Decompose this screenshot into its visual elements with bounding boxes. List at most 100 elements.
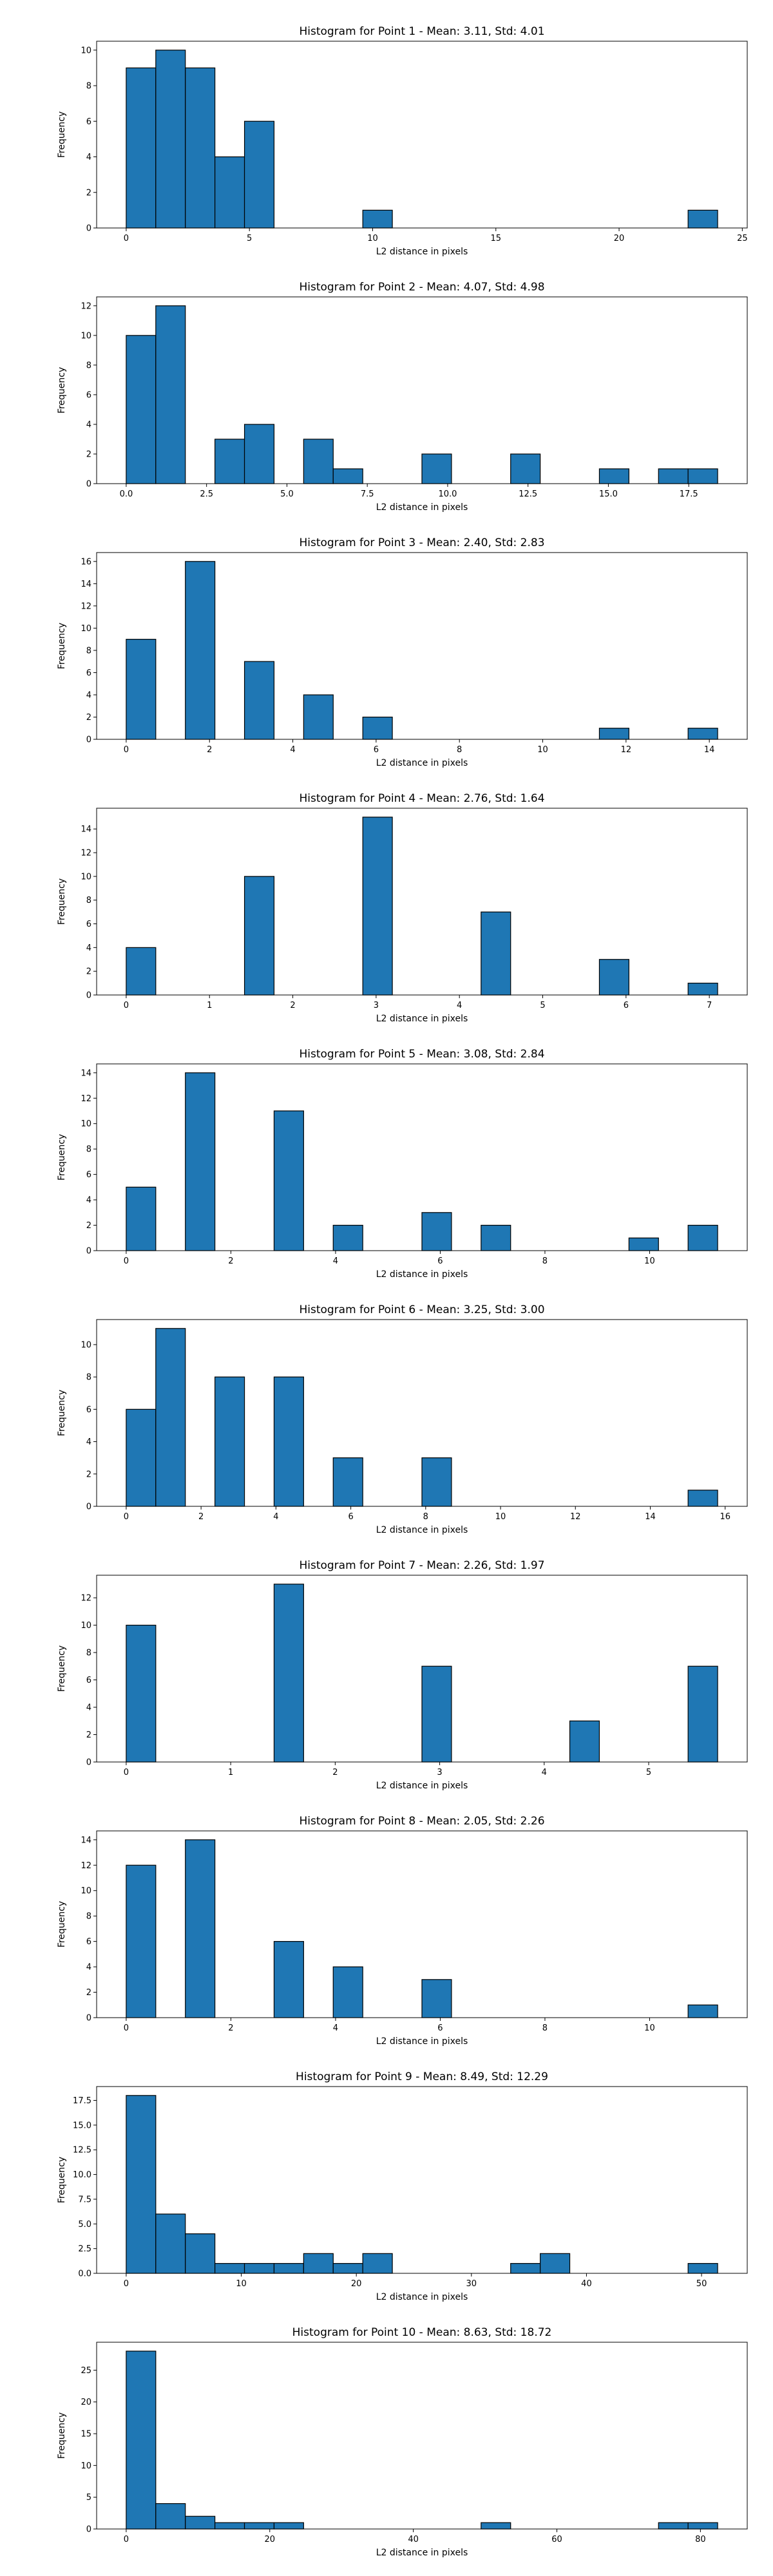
chart-title: Histogram for Point 4 - Mean: 2.76, Std:… — [299, 792, 544, 805]
x-tick-label: 20 — [614, 234, 625, 243]
x-tick-label: 30 — [466, 2279, 477, 2289]
x-tick-label: 0 — [124, 1512, 129, 1522]
histogram-panel-9: Histogram for Point 9 - Mean: 8.49, Std:… — [57, 2070, 748, 2302]
chart-title: Histogram for Point 9 - Mean: 8.49, Std:… — [296, 2070, 548, 2083]
histogram-bar — [421, 1979, 452, 2018]
x-tick-label: 0 — [124, 745, 129, 755]
histogram-bar — [126, 67, 157, 229]
histogram-bar — [303, 439, 334, 484]
x-tick-label: 16 — [720, 1512, 730, 1522]
axes-frame — [96, 552, 748, 740]
histogram-bar — [303, 694, 334, 740]
axes-frame — [96, 1575, 748, 1763]
axes-frame — [96, 296, 748, 484]
histogram-bar — [687, 982, 718, 996]
histogram-bar — [185, 2233, 216, 2274]
y-tick-label: 10 — [81, 331, 91, 341]
x-tick-label: 10 — [367, 234, 378, 243]
axes-frame — [96, 2086, 748, 2274]
y-tick-label: 12 — [81, 849, 91, 858]
y-tick-label: 4 — [86, 1963, 91, 1973]
histogram-bar — [185, 1839, 216, 2018]
chart-title: Histogram for Point 10 - Mean: 8.63, Std… — [292, 2326, 552, 2339]
histogram-bar — [155, 1328, 186, 1507]
histogram-panel-5: Histogram for Point 5 - Mean: 3.08, Std:… — [57, 1048, 748, 1280]
x-axis-label: L2 distance in pixels — [376, 247, 468, 257]
x-tick-label: 4 — [542, 1768, 547, 1777]
x-tick-label: 2 — [207, 745, 212, 755]
y-tick-label: 2 — [86, 1470, 91, 1479]
x-tick-label: 40 — [581, 2279, 592, 2289]
histogram-bar — [155, 50, 186, 229]
x-tick-label: 6 — [624, 1001, 629, 1010]
x-axis-label: L2 distance in pixels — [376, 1014, 468, 1024]
histogram-bar — [243, 424, 275, 484]
histogram-bar — [273, 2263, 304, 2274]
histogram-bar — [421, 1457, 452, 1507]
x-tick-label: 8 — [423, 1512, 428, 1522]
x-tick-label: 2 — [198, 1512, 204, 1522]
y-tick-label: 6 — [86, 668, 91, 678]
histogram-bar — [215, 439, 245, 484]
x-tick-label: 20 — [264, 2535, 275, 2544]
y-axis-label: Frequency — [57, 1901, 67, 1947]
x-tick-label: 7 — [707, 1001, 712, 1010]
histogram-bar — [362, 2253, 393, 2274]
histogram-bar — [598, 468, 629, 484]
histogram-bar — [243, 876, 275, 996]
y-tick-label: 0 — [86, 1758, 91, 1768]
x-tick-label: 4 — [333, 2023, 338, 2033]
axes-frame — [96, 808, 748, 996]
y-tick-label: 10 — [81, 2461, 91, 2471]
y-axis-label: Frequency — [57, 367, 67, 413]
x-tick-label: 4 — [273, 1512, 278, 1522]
y-tick-label: 0 — [86, 480, 91, 489]
histogram-bar — [126, 2095, 157, 2274]
chart-title: Histogram for Point 3 - Mean: 2.40, Std:… — [299, 536, 544, 549]
histogram-bar — [362, 716, 393, 740]
x-tick-label: 10 — [537, 745, 548, 755]
y-tick-label: 25 — [81, 2366, 91, 2376]
histogram-bar — [481, 2522, 511, 2530]
x-tick-label: 6 — [374, 745, 379, 755]
y-tick-label: 12 — [81, 1594, 91, 1604]
y-tick-label: 6 — [86, 920, 91, 929]
histogram-bar — [273, 1110, 304, 1251]
y-tick-label: 8 — [86, 1912, 91, 1922]
histogram-bar — [215, 156, 245, 229]
histogram-bar — [332, 1224, 363, 1251]
chart-title: Histogram for Point 2 - Mean: 4.07, Std:… — [299, 281, 544, 294]
y-tick-label: 10 — [81, 1886, 91, 1896]
x-tick-label: 12 — [621, 745, 632, 755]
x-tick-label: 17.5 — [680, 489, 698, 499]
y-axis-label: Frequency — [57, 2157, 67, 2203]
x-tick-label: 2.5 — [200, 489, 213, 499]
y-axis-label: Frequency — [57, 878, 67, 925]
x-axis-label: L2 distance in pixels — [376, 1781, 468, 1791]
y-tick-label: 12 — [81, 601, 91, 611]
histogram-bar — [215, 1376, 245, 1507]
y-tick-label: 12.5 — [73, 2146, 91, 2155]
y-tick-label: 12 — [81, 1861, 91, 1871]
histogram-bar — [598, 728, 629, 740]
histogram-bar — [658, 2522, 689, 2530]
y-tick-label: 15 — [81, 2430, 91, 2439]
x-tick-label: 15 — [490, 234, 501, 243]
histogram-bar — [421, 453, 452, 484]
y-tick-label: 4 — [86, 1196, 91, 1206]
x-tick-label: 3 — [437, 1768, 442, 1777]
histogram-bar — [687, 209, 718, 229]
histogram-bar — [126, 1186, 157, 1251]
histogram-bar — [628, 1237, 659, 1251]
axes-frame — [96, 1063, 748, 1251]
y-tick-label: 2 — [86, 1221, 91, 1231]
y-axis-label: Frequency — [57, 623, 67, 669]
y-axis-label: Frequency — [57, 2412, 67, 2459]
x-tick-label: 4 — [290, 745, 295, 755]
histogram-bar — [687, 1224, 718, 1251]
x-tick-label: 8 — [457, 745, 462, 755]
histogram-bar — [273, 1376, 304, 1507]
histogram-panel-7: Histogram for Point 7 - Mean: 2.26, Std:… — [57, 1559, 748, 1791]
histogram-bar — [481, 911, 511, 996]
